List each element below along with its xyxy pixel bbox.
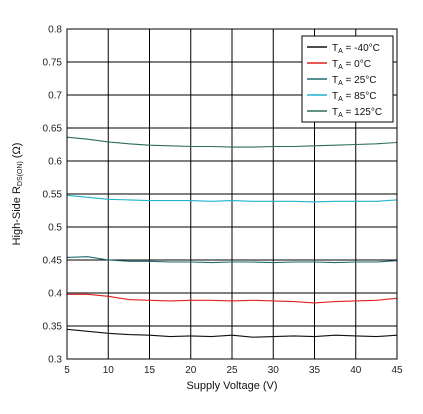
x-tick-label-0: 5: [64, 365, 70, 376]
y-tick-label-6: 0.6: [48, 157, 62, 168]
legend-label-1: TA = 0°C: [332, 59, 371, 71]
series-group: [66, 136, 398, 338]
y-tick-label-5: 0.55: [43, 190, 63, 201]
x-tick-label-7: 40: [350, 365, 362, 376]
x-tick-label-5: 30: [268, 365, 280, 376]
y-tick-label-4: 0.5: [48, 223, 62, 234]
x-tick-label-6: 35: [309, 365, 321, 376]
legend-label-2: TA = 25°C: [332, 75, 377, 87]
y-tick-label-7: 0.65: [43, 124, 63, 135]
x-tick-label-4: 25: [226, 365, 238, 376]
y-tick-label-9: 0.75: [43, 58, 63, 69]
series-line-2: [66, 256, 398, 264]
y-tick-label-0: 0.3: [48, 355, 62, 366]
x-tick-label-2: 15: [144, 365, 156, 376]
legend-label-0: TA = -40°C: [332, 43, 380, 55]
y-tick-label-1: 0.35: [43, 322, 63, 333]
y-axis-label: High-Side RDS(ON) (Ω): [11, 143, 24, 246]
legend: TA = -40°C TA = 0°C TA = 25°C TA = 85°C TA =…: [301, 35, 394, 123]
y-axis-label-prefix: High-Side R: [11, 186, 23, 245]
series-line-0: [66, 328, 398, 338]
x-tick-label-1: 10: [103, 365, 115, 376]
y-tick-label-8: 0.7: [48, 91, 62, 102]
y-axis-label-subscript: DS(ON): [17, 161, 24, 186]
legend-label-3: TA = 85°C: [332, 91, 377, 103]
y-axis-label-suffix: (Ω): [11, 143, 23, 162]
y-tick-label-2: 0.4: [48, 289, 62, 300]
legend-label-4: TA = 125°C: [332, 107, 382, 119]
y-tick-label-3: 0.45: [43, 256, 63, 267]
x-tick-label-3: 20: [185, 365, 197, 376]
plot-frame: [66, 28, 398, 360]
x-tick-label-8: 45: [391, 365, 403, 376]
x-axis-label: Supply Voltage (V): [186, 380, 277, 392]
x-tick-labels: 5 10 15 20 25 30 35 40 45: [64, 365, 403, 376]
series-line-1: [67, 293, 398, 304]
y-tick-label-10: 0.8: [48, 25, 62, 36]
series-line-3: [66, 194, 398, 203]
y-tick-labels: 0.3 0.35 0.4 0.45 0.5 0.55 0.6 0.65 0.7 0.75 0.8: [43, 25, 63, 366]
series-line-4: [66, 136, 398, 148]
